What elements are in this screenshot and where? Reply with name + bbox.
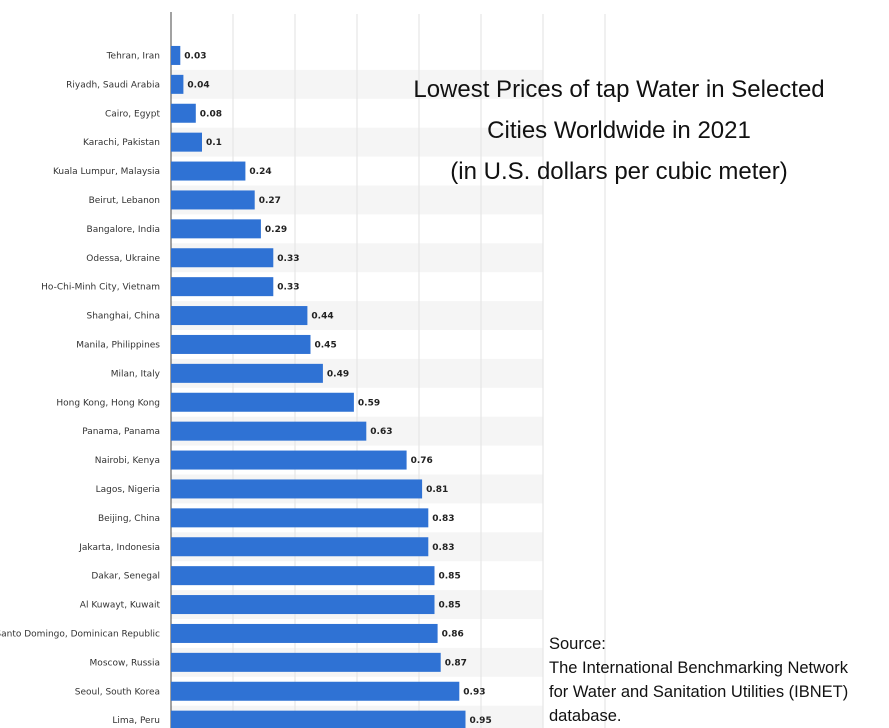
category-labels: Tehran, Iran Riyadh, Saudi Arabia Cairo, E… [0,51,161,726]
value-label: 0.93 [463,687,485,697]
bar [171,190,255,210]
category-label: Kuala Lumpur, Malaysia [53,167,160,177]
value-label: 0.49 [327,369,349,379]
value-label: 0.29 [265,225,287,235]
bar [171,566,435,586]
value-label: 0.83 [432,514,454,524]
category-label: Ho-Chi-Minh City, Vietnam [41,283,160,293]
value-label: 0.76 [411,456,433,466]
chart-title-line-2: Cities Worldwide in 2021 [487,117,751,144]
value-label: 0.63 [370,427,392,437]
bar [171,103,196,123]
category-label: Odessa, Ukraine [86,254,160,264]
value-label: 0.24 [249,167,271,177]
value-label: 0.08 [200,109,222,119]
category-label: Milan, Italy [111,369,161,379]
value-label: 0.33 [277,283,299,293]
bar [171,161,246,181]
source-heading: Source: [549,635,606,653]
bar [171,652,441,672]
category-label: Nairobi, Kenya [95,456,160,466]
bar [171,306,308,326]
source-note: Source: The International Benchmarking N… [549,632,848,728]
value-label: 0.44 [311,312,333,322]
category-label: Tehran, Iran [106,51,160,61]
value-label: 0.04 [187,80,209,90]
category-label: Moscow, Russia [90,658,160,668]
category-label: Hong Kong, Hong Kong [56,398,160,408]
category-label: Shanghai, China [87,312,161,322]
category-label: Lima, Peru [112,716,160,726]
value-label: 0.85 [439,572,461,582]
chart-subtitle: (in U.S. dollars per cubic meter) [450,158,788,185]
category-label: Riyadh, Saudi Arabia [66,80,160,90]
category-label: Dakar, Senegal [91,572,160,582]
value-label: 0.81 [426,485,448,495]
bars [171,45,466,728]
bar [171,537,429,557]
value-label: 0.86 [442,629,464,639]
source-line-1: The International Benchmarking Network [549,659,848,677]
bar [171,479,423,499]
bar [171,392,354,412]
value-label: 0.03 [184,51,206,61]
category-label: Beirut, Lebanon [89,196,160,206]
category-label: Panama, Panama [82,427,160,437]
bar [171,623,438,643]
bar [171,45,181,65]
value-label: 0.87 [445,658,467,668]
value-label: 0.95 [470,716,492,726]
source-line-2: for Water and Sanitation Utilities (IBNE… [549,683,849,701]
bar [171,681,460,701]
category-label: Al Kuwayt, Kuwait [80,601,161,611]
value-label: 0.59 [358,398,380,408]
bar [171,508,429,528]
bar [171,710,466,728]
category-label: Manila, Philippines [76,340,160,350]
value-labels: 0.03 0.04 0.08 0.1 0.24 0.27 0.29 0.33 0.33 0.44 0… [184,51,491,726]
category-label: Jakarta, Indonesia [78,543,160,553]
source-line-3: database. [549,707,622,725]
chart-title-line-1: Lowest Prices of tap Water in Selected [413,76,825,103]
bar [171,334,311,354]
category-label: Seoul, South Korea [75,687,160,697]
category-label: Karachi, Pakistan [83,138,160,148]
bar [171,132,202,152]
bar [171,277,274,297]
value-label: 0.85 [439,601,461,611]
value-label: 0.45 [315,340,337,350]
value-label: 0.1 [206,138,222,148]
category-label: Santo Domingo, Dominican Republic [0,629,160,639]
category-label: Beijing, China [98,514,160,524]
category-label: Cairo, Egypt [105,109,160,119]
value-label: 0.33 [277,254,299,264]
value-label: 0.83 [432,543,454,553]
category-label: Lagos, Nigeria [96,485,160,495]
bar [171,595,435,615]
bar [171,450,407,470]
bar [171,363,323,383]
value-label: 0.27 [259,196,281,206]
bar [171,421,367,441]
category-label: Bangalore, India [87,225,160,235]
bar [171,74,184,94]
bar [171,248,274,268]
bar [171,219,261,239]
